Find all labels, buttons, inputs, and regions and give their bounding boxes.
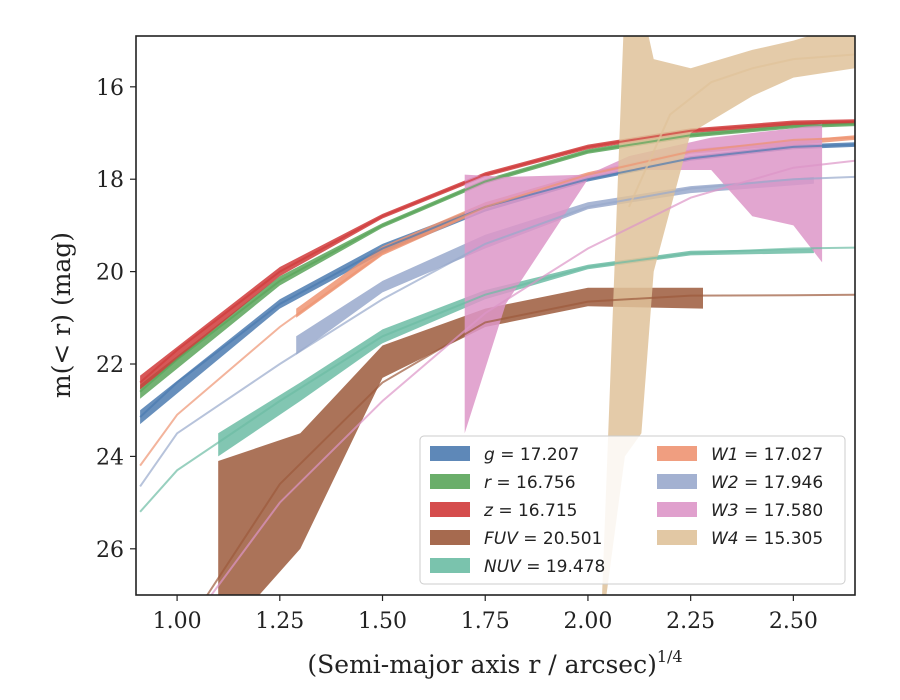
legend-entry: z = 16.715 <box>483 501 577 521</box>
legend-swatch <box>430 474 470 489</box>
series-model-lines <box>139 53 855 595</box>
x-axis-label: (Semi-major axis r / arcsec)1/4 <box>307 647 682 679</box>
legend-swatch <box>657 446 697 461</box>
band-z <box>140 119 855 390</box>
y-tick-label: 16 <box>96 76 124 101</box>
model-line-w3 <box>210 159 855 595</box>
x-tick-label: 2.50 <box>769 609 818 634</box>
legend-swatch <box>430 446 470 461</box>
band-nuv <box>218 248 814 457</box>
legend-entry: NUV = 19.478 <box>484 557 605 577</box>
band-fuv <box>218 287 703 595</box>
legend-swatch <box>657 502 697 517</box>
legend: g = 17.207 r = 16.756 z = 16.715 FUV = 20.5… <box>419 435 846 585</box>
plot-frame <box>135 35 856 596</box>
x-tick-label: 1.00 <box>153 609 202 634</box>
legend-swatch <box>430 502 470 517</box>
model-line-w2 <box>139 175 855 487</box>
legend-swatch <box>430 558 470 573</box>
x-tick-label: 2.00 <box>563 609 612 634</box>
band-w4 <box>602 36 855 595</box>
legend-entry: W3 = 17.580 <box>711 501 823 521</box>
y-tick-label: 20 <box>96 261 124 286</box>
x-tick-label: 1.50 <box>358 609 407 634</box>
y-axis-ticks: 16 18 20 22 24 26 <box>96 76 136 563</box>
x-axis-ticks: 1.00 1.25 1.50 1.75 2.00 2.25 2.50 <box>153 595 818 634</box>
legend-entry: FUV = 20.501 <box>484 529 602 549</box>
x-tick-label: 1.25 <box>255 609 304 634</box>
model-line-w4 <box>628 53 855 208</box>
legend-entry: W2 = 17.946 <box>711 473 823 493</box>
legend-entry: r = 16.756 <box>484 473 576 493</box>
y-tick-label: 26 <box>96 538 124 563</box>
y-tick-label: 22 <box>96 353 124 378</box>
x-tick-label: 1.75 <box>461 609 510 634</box>
model-line-nuv <box>139 246 855 513</box>
legend-box <box>419 435 846 585</box>
y-tick-label: 24 <box>96 445 124 470</box>
legend-swatch <box>430 530 470 545</box>
legend-swatch <box>657 474 697 489</box>
legend-entry: W4 = 15.305 <box>711 529 823 549</box>
x-tick-label: 2.25 <box>666 609 715 634</box>
legend-entry: g = 17.207 <box>484 445 579 465</box>
model-line-w1 <box>139 136 855 467</box>
model-line-fuv <box>206 293 855 595</box>
model-line-r <box>139 122 855 393</box>
y-tick-label: 18 <box>96 168 124 193</box>
y-axis-label: m(< r) (mag) <box>47 232 76 398</box>
legend-entry: W1 = 17.027 <box>711 445 823 465</box>
model-line-z <box>139 120 855 384</box>
band-w3 <box>464 123 823 434</box>
legend-swatch <box>657 530 697 545</box>
